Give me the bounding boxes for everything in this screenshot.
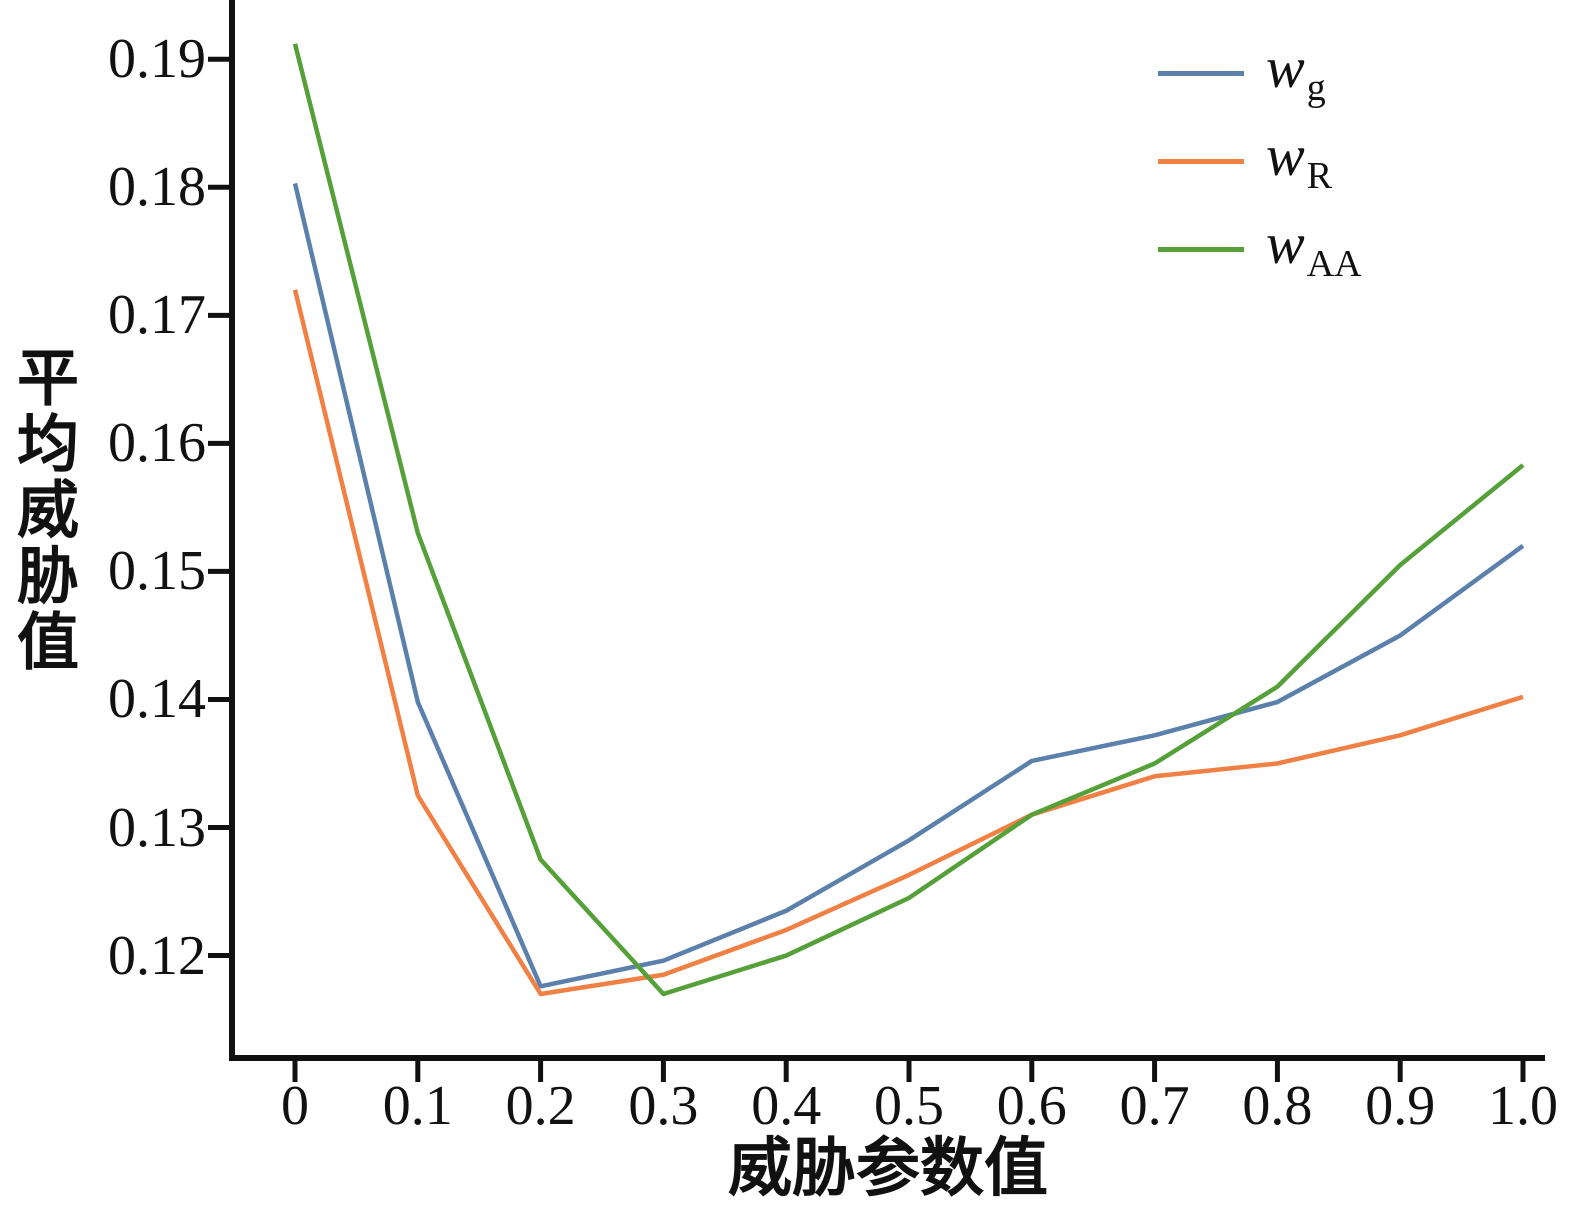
series-line-wAA xyxy=(292,43,1525,997)
legend-label: wR xyxy=(1266,122,1333,198)
legend-entry-wAA: wAA xyxy=(1158,210,1362,286)
legend-line-swatch xyxy=(1158,246,1244,252)
legend-entry-wR: wR xyxy=(1158,122,1362,198)
legend-line-swatch xyxy=(1158,158,1244,164)
legend-label: wAA xyxy=(1266,210,1362,286)
legend: wg wR wAA xyxy=(1158,34,1362,286)
legend-line-swatch xyxy=(1158,70,1244,76)
legend-entry-wg: wg xyxy=(1158,34,1362,110)
y-axis-title: 平均威胁值 xyxy=(7,345,76,675)
legend-label: wg xyxy=(1266,34,1326,110)
series-line-wR xyxy=(292,289,1524,997)
series-line-wg xyxy=(292,182,1525,989)
x-axis-title: 威胁参数值 xyxy=(728,1132,1048,1204)
